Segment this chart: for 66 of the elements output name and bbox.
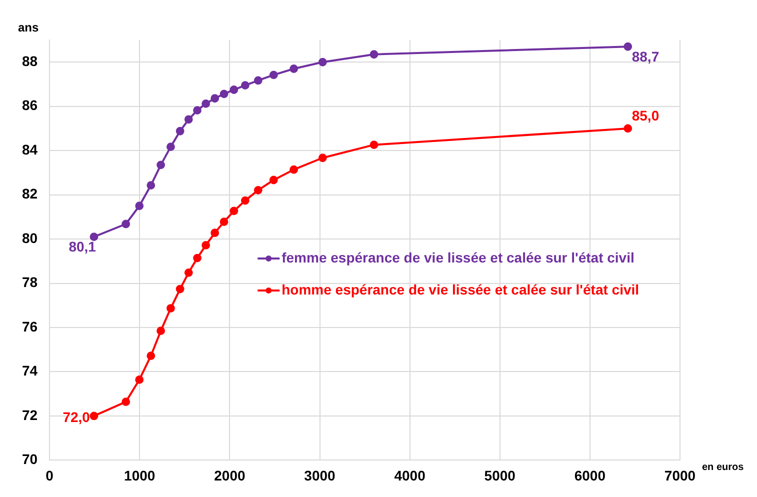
point [135,376,144,384]
point [220,218,228,226]
point [193,254,202,262]
point [146,181,156,190]
legend-label: femme espérance de vie lissée et calée sur l'état civil [282,249,634,266]
data-label: 88,7 [632,48,660,64]
point [210,94,220,103]
x-tick-label: 4000 [394,467,426,484]
y-tick-label: 76 [22,318,38,334]
data-label: 72,0 [62,408,90,425]
y-tick-label: 78 [22,274,38,290]
point [135,202,144,210]
y-tick-label: 86 [22,97,38,114]
point [184,268,193,277]
point [156,160,165,170]
x-tick-label: 1000 [124,467,156,484]
x-tick-label: 5000 [484,467,516,484]
point [230,206,238,216]
point [166,142,175,152]
y-axis-title: ans [18,20,40,34]
y-tick-label: 80 [22,230,38,246]
point [184,115,193,124]
point [624,124,632,133]
point [254,76,262,85]
x-tick-label: 0 [46,467,54,484]
point [220,90,228,98]
point [318,154,327,162]
x-tick-label: 3000 [304,467,336,484]
point [122,220,130,228]
point [254,186,262,194]
point [240,196,250,205]
point [166,304,175,312]
y-tick-label: 70 [22,451,38,468]
point [290,165,298,174]
x-axis-title: en euros [702,462,744,473]
point [210,228,220,238]
point [156,326,165,336]
point [290,64,298,73]
point [269,70,278,80]
point [146,352,156,360]
point [176,126,184,136]
point [230,86,238,94]
point [90,412,98,420]
x-tick-label: 6000 [574,467,606,484]
y-tick-label: 72 [22,406,38,423]
point [202,99,210,108]
point [90,232,98,242]
point [370,50,378,59]
point [624,42,632,51]
y-tick-label: 88 [22,52,38,69]
x-tick-label: 7000 [664,467,696,484]
data-label: 85,0 [632,107,660,124]
point [176,284,184,294]
point [240,81,250,90]
y-tick-label: 84 [22,141,38,158]
point [193,106,202,115]
data-label: 80,1 [68,238,96,255]
point [202,241,210,250]
point [318,58,327,66]
y-tick-label: 74 [22,362,38,379]
point [370,140,378,150]
legend-label: homme espérance de vie lissée et calée sur l'état civil [282,281,640,298]
point [122,398,130,406]
point [269,176,278,184]
x-tick-label: 2000 [214,467,246,484]
y-tick-label: 82 [22,186,38,202]
